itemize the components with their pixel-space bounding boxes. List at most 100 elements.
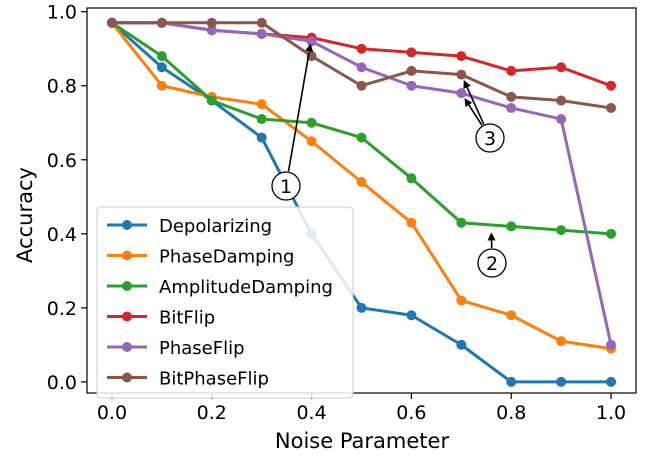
data-point	[506, 65, 517, 76]
data-point	[156, 62, 167, 73]
plot-frame	[86, 7, 637, 394]
plot-area	[106, 17, 617, 387]
legend-label: PhaseDamping	[159, 247, 294, 268]
data-point	[606, 339, 617, 350]
annotation-arrow	[464, 98, 483, 126]
y-tick-label: 0.6	[47, 150, 77, 172]
y-tick-label: 0.4	[47, 224, 77, 246]
x-tick-label: 1.0	[596, 402, 626, 424]
data-point	[606, 228, 617, 239]
series-line	[110, 21, 613, 236]
data-point	[406, 47, 417, 58]
legend-marker	[122, 311, 132, 322]
data-point	[156, 51, 167, 62]
annotation-1: 1	[271, 43, 314, 201]
data-point	[106, 17, 117, 28]
legend-marker	[122, 342, 132, 352]
data-point	[506, 91, 517, 102]
data-point	[256, 114, 267, 125]
data-point	[156, 17, 167, 28]
x-axis-label: Noise Parameter	[275, 429, 450, 453]
x-tick-label: 0.2	[197, 402, 227, 424]
legend-marker	[122, 281, 132, 291]
annotation-label: 3	[484, 128, 496, 150]
legend-marker	[122, 250, 132, 261]
data-point	[456, 217, 467, 228]
legend-label: BitFlip	[159, 308, 215, 329]
y-tick-label: 0.0	[47, 372, 77, 394]
legend-label: AmplitudeDamping	[159, 277, 333, 298]
data-point	[556, 95, 567, 106]
x-tick-label: 0.6	[396, 402, 426, 424]
series-line	[110, 21, 613, 88]
data-point	[356, 62, 367, 73]
axes: 0.0 0.2 0.4 0.6 0.8 1.0 0.0 0.2 0.4 0.6 0.8 1.0	[47, 2, 637, 424]
x-tick-label: 0.4	[296, 402, 326, 424]
data-point	[606, 376, 617, 387]
legend: Depolarizing PhaseDamping AmplitudeDamping…	[96, 206, 354, 399]
data-point	[306, 117, 317, 128]
y-axis-label: Accuracy	[13, 167, 37, 263]
data-point	[206, 25, 217, 36]
legend-entry: BitPhaseFlip	[107, 369, 269, 390]
annotation-3: 3	[463, 80, 505, 153]
data-point	[206, 95, 217, 106]
y-tick-label: 1.0	[47, 2, 77, 24]
data-point	[506, 310, 517, 321]
data-point	[456, 51, 467, 62]
data-point	[256, 99, 267, 110]
annotations: 1 2 3	[271, 43, 507, 278]
y-tick-label: 0.8	[47, 76, 77, 98]
data-point	[506, 376, 517, 387]
annotation-arrow	[463, 80, 485, 125]
y-tick-label: 0.2	[47, 298, 77, 320]
data-point	[406, 173, 417, 184]
legend-entry: BitFlip	[107, 308, 215, 329]
data-point	[606, 102, 617, 113]
data-point	[406, 80, 417, 91]
annotation-arrow	[287, 43, 314, 172]
data-point	[456, 339, 467, 350]
legend-label: Depolarizing	[159, 216, 272, 237]
data-point	[556, 114, 567, 125]
annotation-2: 2	[477, 232, 507, 278]
series-bitphaseflip	[106, 17, 617, 113]
data-point	[406, 310, 417, 321]
annotation-circle	[475, 123, 505, 153]
legend-entry: AmplitudeDamping	[107, 277, 333, 298]
data-point	[156, 80, 167, 91]
legend-entry: PhaseFlip	[107, 338, 245, 359]
data-point	[256, 28, 267, 39]
data-point	[356, 302, 367, 313]
data-point	[606, 80, 617, 91]
data-point	[556, 376, 567, 387]
legend-box	[96, 206, 354, 399]
data-point	[456, 295, 467, 306]
data-point	[556, 62, 567, 73]
data-point	[456, 88, 467, 99]
data-point	[556, 225, 567, 236]
data-point	[406, 65, 417, 76]
legend-label: PhaseFlip	[159, 338, 245, 359]
annotation-label: 1	[280, 176, 292, 198]
data-point	[306, 36, 317, 47]
data-point	[256, 132, 267, 143]
data-point	[306, 136, 317, 147]
annotation-label: 2	[486, 253, 498, 275]
data-point	[506, 102, 517, 113]
data-point	[356, 176, 367, 187]
annotation-circle	[271, 171, 301, 201]
legend-marker	[122, 220, 132, 230]
x-tick-label: 0.0	[97, 402, 127, 424]
legend-marker	[122, 372, 132, 383]
data-point	[356, 80, 367, 91]
data-point	[406, 217, 417, 228]
data-point	[256, 17, 267, 28]
data-point	[206, 17, 217, 28]
legend-entry: Depolarizing	[107, 216, 272, 237]
series-phaseflip	[106, 17, 617, 350]
data-point	[356, 43, 367, 54]
annotation-circle	[477, 248, 507, 278]
x-tick-label: 0.8	[496, 402, 526, 424]
